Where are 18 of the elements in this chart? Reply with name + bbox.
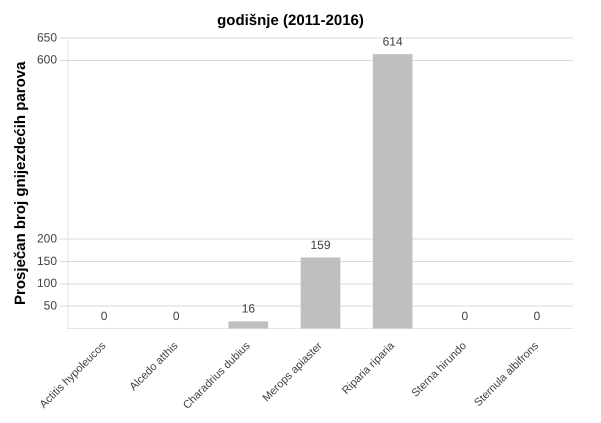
- chart-title: godišnje (2011-2016): [217, 12, 364, 30]
- y-tick-label: 200: [36, 231, 58, 246]
- y-tick-label: 150: [36, 254, 58, 268]
- data-label: 16: [242, 302, 256, 316]
- data-label: 614: [382, 34, 403, 48]
- y-tick-label: 100: [36, 276, 58, 290]
- y-tick-label: 50: [44, 298, 58, 313]
- data-label: 0: [172, 308, 180, 323]
- data-label: 0: [100, 308, 108, 323]
- data-label: 0: [461, 308, 468, 323]
- bar: [228, 321, 268, 329]
- data-label: 0: [534, 308, 541, 323]
- data-label: 159: [310, 238, 331, 252]
- y-axis-title: Prosječan broj gnijezdećih parova: [12, 60, 30, 305]
- y-tick-label: 650: [36, 30, 58, 44]
- bar: [372, 54, 412, 329]
- bar: [300, 257, 340, 329]
- y-tick-label: 600: [36, 52, 58, 67]
